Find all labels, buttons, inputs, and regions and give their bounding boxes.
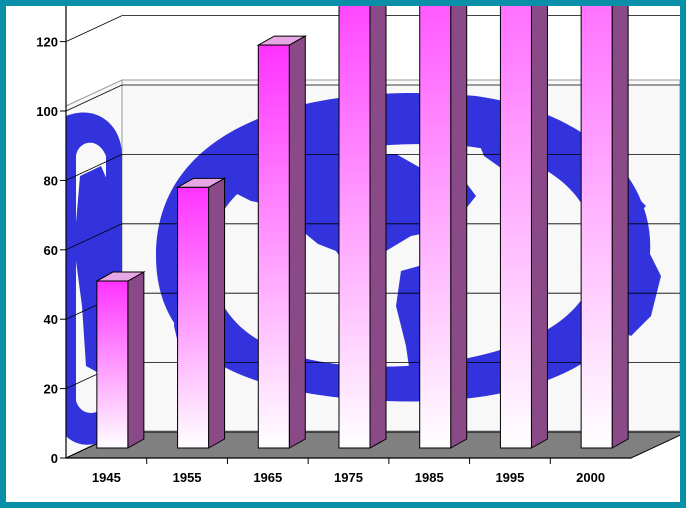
bar-1975 <box>338 6 387 449</box>
bars <box>94 6 629 449</box>
gridline-side <box>65 223 123 251</box>
bar-1955 <box>175 177 227 449</box>
bar-front <box>580 6 613 449</box>
bar-1965 <box>256 35 308 449</box>
x-tick-label: 1965 <box>253 470 282 485</box>
y-tick-label: 80 <box>44 173 58 188</box>
gridline-side <box>65 84 123 112</box>
x-tick-label: 1955 <box>173 470 202 485</box>
bar-2000 <box>580 6 629 449</box>
x-tick-label: 1945 <box>92 470 121 485</box>
y-tick-label: 0 <box>51 451 58 466</box>
bar-front <box>499 6 532 449</box>
bar-side <box>450 6 468 449</box>
x-tick-label: 1985 <box>415 470 444 485</box>
y-tick-label: 100 <box>36 104 58 119</box>
gridline-side <box>65 154 123 181</box>
bar-1945 <box>94 271 146 449</box>
chart-frame: 020406080100120140160180200 194519551965… <box>6 6 680 502</box>
gridline-side <box>65 15 123 42</box>
bar-side <box>369 6 387 449</box>
x-tick-label: 1975 <box>334 470 363 485</box>
bar-front <box>96 280 129 449</box>
bar-1995 <box>499 6 548 449</box>
bar-side <box>288 35 306 449</box>
x-tick-label: 1995 <box>495 470 524 485</box>
bar-front <box>177 186 210 449</box>
bar-front <box>338 6 371 449</box>
x-axis: 1945 1955 1965 1975 1985 1995 2000 <box>66 457 631 485</box>
y-tick-label: 120 <box>36 35 58 50</box>
y-tick-label: 60 <box>44 243 58 258</box>
bar-side <box>127 271 145 449</box>
x-tick-label: 2000 <box>576 470 605 485</box>
bar-front <box>419 6 452 449</box>
bar-1985 <box>419 6 468 449</box>
y-axis: 020406080100120140160180200 <box>36 6 67 466</box>
bar-front <box>257 44 290 449</box>
y-tick-label: 40 <box>44 312 58 327</box>
bar-side <box>530 6 548 449</box>
y-tick-label: 20 <box>44 382 58 397</box>
bar-chart: 020406080100120140160180200 194519551965… <box>36 6 680 485</box>
bar-side <box>208 177 226 449</box>
bar-side <box>611 6 629 449</box>
